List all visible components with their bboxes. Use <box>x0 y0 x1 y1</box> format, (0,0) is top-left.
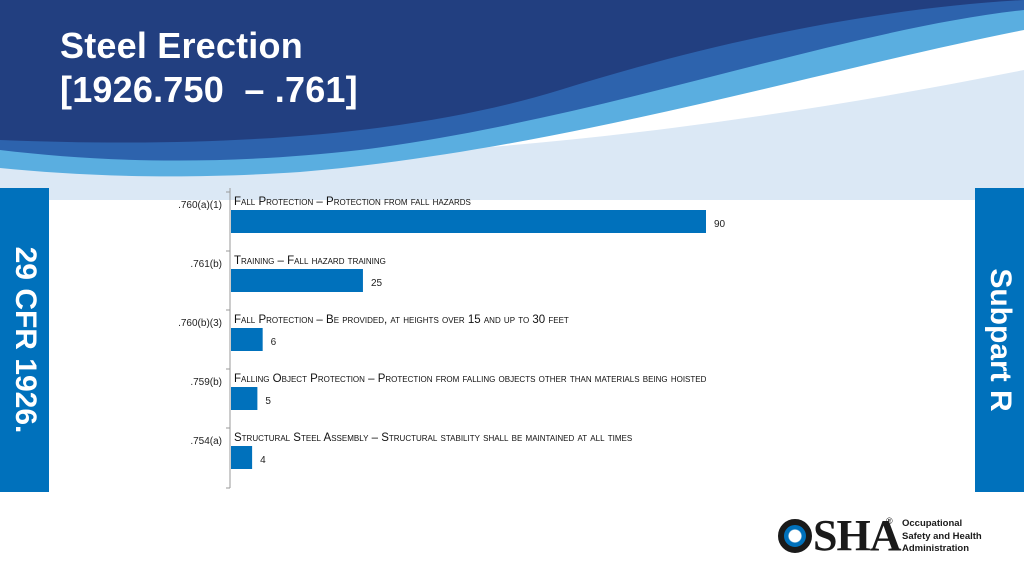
category-label: .759(b) <box>190 377 222 388</box>
right-side-tab: Subpart R <box>975 188 1024 492</box>
title-line-1: Steel Erection <box>60 25 303 66</box>
bar-description-label: Fall Protection – Protection from fall h… <box>234 196 471 208</box>
category-label: .754(a) <box>190 436 222 447</box>
agency-line-1: Occupational <box>902 518 963 529</box>
bar-value-label: 5 <box>265 396 271 407</box>
header-dark-block <box>0 0 1024 143</box>
osha-logo: SHA ® Occupational Safety and Health Adm… <box>778 512 1013 560</box>
bar-value-label: 4 <box>260 455 266 466</box>
bar-description-label: Fall Protection – Be provided, at height… <box>234 314 569 326</box>
osha-wordmark: SHA <box>778 512 901 560</box>
bar-description-label: Training – Fall hazard training <box>234 255 386 267</box>
bar <box>231 446 253 469</box>
category-label: .760(a)(1) <box>178 200 222 211</box>
osha-globe-icon <box>778 519 812 553</box>
registered-mark: ® <box>886 516 893 526</box>
right-tab-label: Subpart R <box>983 268 1017 412</box>
bar <box>231 210 706 233</box>
title-line-2: [1926.750 – .761] <box>60 69 358 110</box>
bar <box>231 387 258 410</box>
osha-agency-name: Occupational Safety and Health Administr… <box>902 518 982 556</box>
bar <box>231 328 263 351</box>
agency-line-2: Safety and Health <box>902 530 982 542</box>
agency-line-3: Administration <box>902 543 970 554</box>
left-tab-label: 29 CFR 1926. <box>8 246 42 434</box>
bar-description-label: Falling Object Protection – Protection f… <box>234 373 707 385</box>
bar-value-label: 6 <box>271 337 277 348</box>
category-label: .760(b)(3) <box>178 318 222 329</box>
bar-value-label: 25 <box>371 278 383 289</box>
header-banner <box>0 0 1024 200</box>
left-side-tab: 29 CFR 1926. <box>0 188 49 492</box>
citation-bar-chart: .760(a)(1) Fall Protection – Protection f… <box>178 188 726 489</box>
bar <box>231 269 363 292</box>
category-label: .761(b) <box>190 259 222 270</box>
bar-description-label: Structural Steel Assembly – Structural s… <box>234 432 632 444</box>
slide-title: Steel Erection [1926.750 – .761] <box>60 24 358 112</box>
bar-value-label: 90 <box>714 219 726 230</box>
